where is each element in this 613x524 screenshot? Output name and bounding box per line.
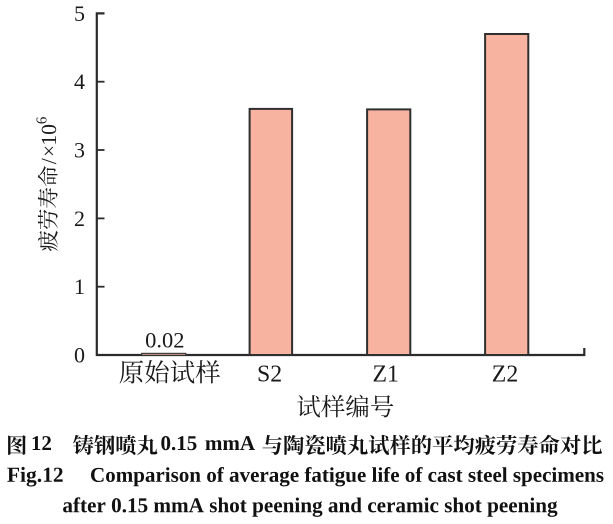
svg-text:0: 0: [74, 342, 85, 367]
svg-text:5: 5: [74, 1, 85, 26]
svg-text:S2: S2: [257, 362, 282, 388]
svg-text:1: 1: [74, 274, 85, 299]
svg-text:Z2: Z2: [492, 362, 518, 388]
svg-text:0.02: 0.02: [145, 327, 184, 352]
svg-text:3: 3: [74, 137, 85, 162]
svg-text:4: 4: [74, 69, 85, 94]
svg-text:Z1: Z1: [372, 362, 398, 388]
svg-text:2: 2: [74, 206, 85, 231]
